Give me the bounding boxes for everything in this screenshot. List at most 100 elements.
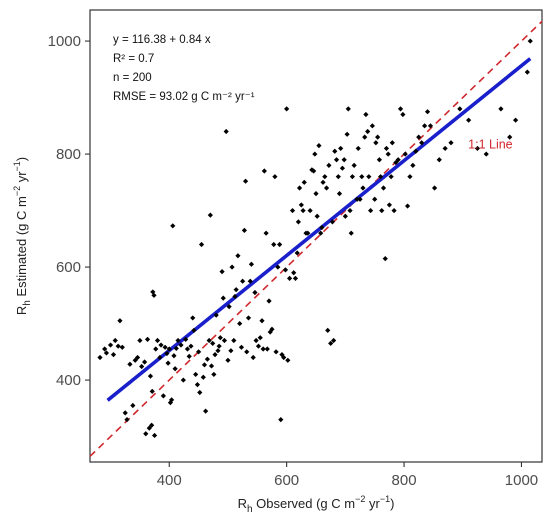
data-point [402, 151, 408, 157]
data-point [436, 157, 442, 163]
data-point [112, 337, 118, 344]
data-point [165, 360, 171, 366]
y-tick-label: 1000 [48, 33, 81, 50]
data-point [115, 343, 121, 349]
data-point [247, 278, 253, 284]
data-point [158, 342, 164, 348]
data-point [332, 148, 338, 154]
data-point [130, 402, 136, 409]
data-point [357, 196, 363, 202]
data-point [117, 318, 123, 324]
data-point [285, 357, 291, 363]
data-point [448, 140, 454, 146]
data-point [355, 145, 361, 152]
data-point [289, 207, 296, 214]
x-axis-title-text: Observed (g C m [253, 496, 356, 511]
y-axis-title-sup2: −1 [12, 161, 22, 171]
data-point [206, 337, 212, 344]
data-point [527, 38, 533, 44]
y-axis-title-sup: −2 [12, 186, 22, 196]
data-point [219, 268, 225, 275]
data-point [164, 350, 170, 357]
data-point [171, 353, 177, 359]
data-point [342, 213, 348, 219]
data-point [391, 207, 397, 214]
x-axis-title-main: R [238, 496, 247, 511]
data-point [204, 356, 211, 362]
data-point [207, 212, 213, 218]
data-point [180, 377, 186, 383]
data-point [388, 174, 394, 180]
data-point [217, 335, 223, 341]
data-point [333, 157, 340, 163]
data-point [153, 346, 159, 352]
data-point [122, 410, 128, 416]
data-point [292, 275, 299, 281]
data-point [110, 352, 117, 358]
data-point [172, 366, 178, 372]
data-point [170, 223, 176, 229]
data-point [151, 292, 157, 298]
data-point [427, 123, 434, 129]
data-point [300, 207, 306, 214]
data-point [252, 289, 258, 296]
data-point [407, 174, 413, 180]
data-point [238, 344, 245, 350]
data-point [366, 174, 372, 180]
data-point [457, 106, 463, 112]
data-point [512, 117, 519, 123]
r-squared-annotation: R² = 0.7 [113, 53, 154, 65]
data-point [149, 422, 155, 428]
data-point [295, 219, 301, 225]
x-tick-label: 800 [392, 472, 417, 489]
data-point [134, 354, 141, 361]
data-point [151, 432, 158, 439]
data-point [162, 344, 168, 350]
data-point [271, 241, 277, 248]
data-point [483, 151, 489, 157]
data-point [359, 174, 365, 180]
x-axis-title-end: ) [390, 496, 394, 511]
data-point [220, 295, 226, 301]
data-point [190, 315, 196, 321]
data-point [201, 362, 208, 368]
data-point [127, 361, 133, 367]
data-point [137, 337, 143, 344]
data-point [211, 371, 217, 378]
data-point [376, 157, 382, 163]
data-point [372, 196, 378, 202]
data-point [275, 264, 281, 270]
data-point [257, 335, 263, 341]
data-point [466, 117, 472, 123]
data-point [221, 337, 228, 344]
data-point [319, 224, 325, 231]
data-point [309, 167, 315, 173]
data-point [266, 298, 272, 304]
data-point [349, 174, 355, 180]
data-point [400, 111, 406, 118]
data-point [348, 230, 354, 236]
x-axis-title: Rh Observed (g C m−2 yr−1) [238, 494, 395, 515]
data-point [351, 162, 357, 168]
data-point [103, 350, 110, 356]
x-axis-ticks: 400 600 800 1000 [157, 462, 538, 489]
data-point [336, 191, 343, 197]
x-axis-title-yr: yr [365, 496, 380, 511]
data-point [160, 393, 166, 399]
data-point [141, 359, 148, 365]
data-point [474, 145, 481, 152]
regression-fit-line [106, 57, 532, 402]
data-point [389, 140, 395, 146]
data-point [286, 275, 293, 281]
equation-annotation: y = 116.38 + 0.84 x [113, 34, 211, 46]
data-point [379, 207, 385, 214]
data-point [231, 337, 237, 344]
data-point [424, 109, 431, 115]
data-point [375, 134, 381, 140]
x-axis-title-sub: h [247, 504, 253, 515]
data-point [168, 397, 175, 403]
data-point [318, 230, 324, 236]
data-point [298, 202, 304, 208]
data-point [269, 326, 275, 332]
